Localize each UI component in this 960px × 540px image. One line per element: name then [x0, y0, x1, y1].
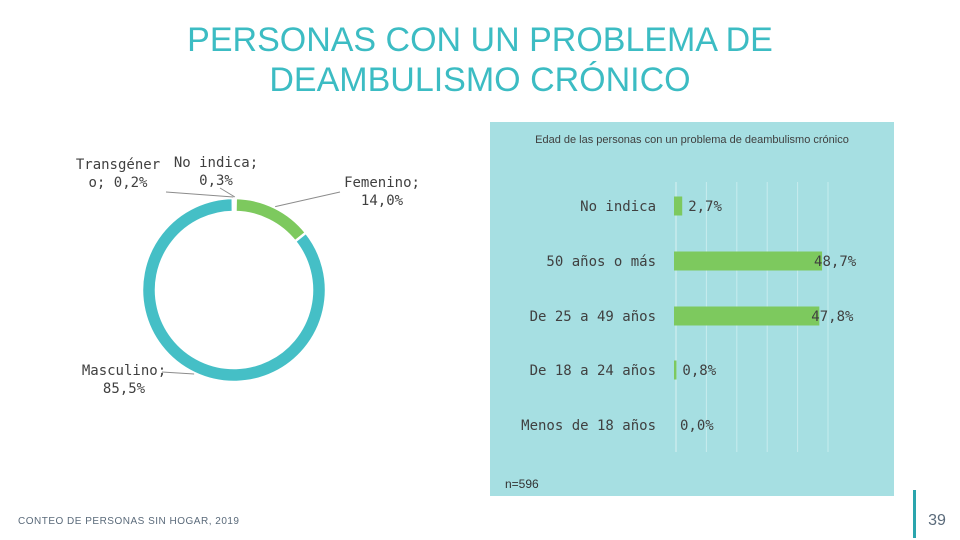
donut-leader-line [165, 191, 234, 198]
page-number: 39 [928, 512, 946, 529]
footer-accent-bar [913, 490, 916, 538]
donut-svg [140, 187, 341, 384]
bar-category-label: Menos de 18 años [521, 418, 656, 434]
bar-value-label: 48,7% [814, 254, 857, 270]
donut-slice-masculino [140, 196, 328, 384]
sample-size-note: n=596 [505, 477, 539, 491]
bar-value-label: 0,8% [682, 363, 716, 379]
donut-leader-line [275, 191, 341, 208]
bar-value-label: 0,0% [680, 418, 714, 434]
donut-label-femenino: Femenino; 14,0% [344, 175, 420, 209]
bar-svg: No indica 2,7% 50 años o más 48,7% De 25 a 4… [521, 182, 857, 452]
bar-category-label: No indica [580, 199, 656, 215]
bar-de-25-a-49-a-os [674, 306, 820, 326]
bar-de-18-a-24-a-os [674, 360, 677, 380]
donut-label-no-indica: No indica; 0,3% [173, 155, 259, 189]
age-bar-chart: Edad de las personas con un problema de … [490, 122, 894, 496]
bar-category-label: De 25 a 49 años [530, 309, 656, 325]
footer-text: CONTEO DE PERSONAS SIN HOGAR, 2019 [18, 516, 240, 527]
page-title-line-1: PERSONAS CON UN PROBLEMA DE [187, 21, 773, 59]
bar-value-label: 47,8% [811, 309, 854, 325]
bar-category-label: 50 años o más [546, 254, 656, 270]
donut-slice-femenino [234, 196, 308, 244]
donut-leader-line [219, 187, 236, 198]
donut-leader-line [161, 371, 195, 375]
bar-chart-title: Edad de las personas con un problema de … [535, 134, 849, 146]
donut-label-transgenero: Transgéner o; 0,2% [75, 157, 161, 191]
donut-label-masculino: Masculino; 85,5% [81, 363, 167, 397]
bar-value-label: 2,7% [688, 199, 722, 215]
bar-no-indica [674, 196, 683, 216]
donut-slice-transg-nero [231, 196, 236, 214]
bar-category-label: De 18 a 24 años [530, 363, 656, 379]
page-title: PERSONAS CON UN PROBLEMA DE DEAMBULISMO … [130, 20, 830, 100]
bar-50-a-os-o-m-s [674, 251, 823, 271]
gender-donut-chart: Transgéner o; 0,2% No indica; 0,3% Femenin… [0, 0, 480, 470]
page-title-line-2: DEAMBULISMO CRÓNICO [269, 61, 691, 99]
